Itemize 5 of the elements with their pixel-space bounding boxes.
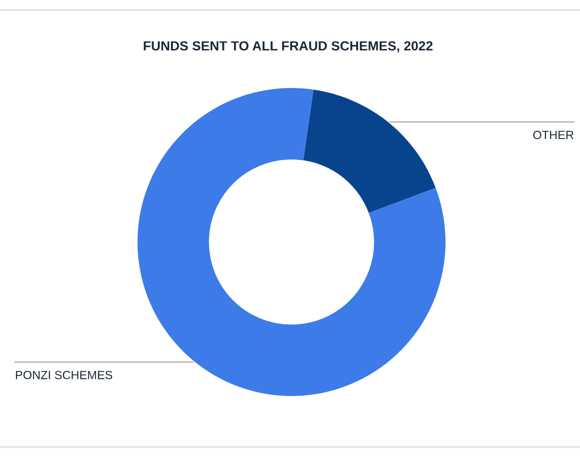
slice-label: OTHER	[533, 130, 574, 140]
chart-title: FUNDS SENT TO ALL FRAUD SCHEMES, 2022	[144, 41, 433, 52]
donut-slice	[138, 88, 446, 396]
slice-label: PONZI SCHEMES	[16, 370, 112, 380]
donut-slice	[303, 90, 436, 213]
